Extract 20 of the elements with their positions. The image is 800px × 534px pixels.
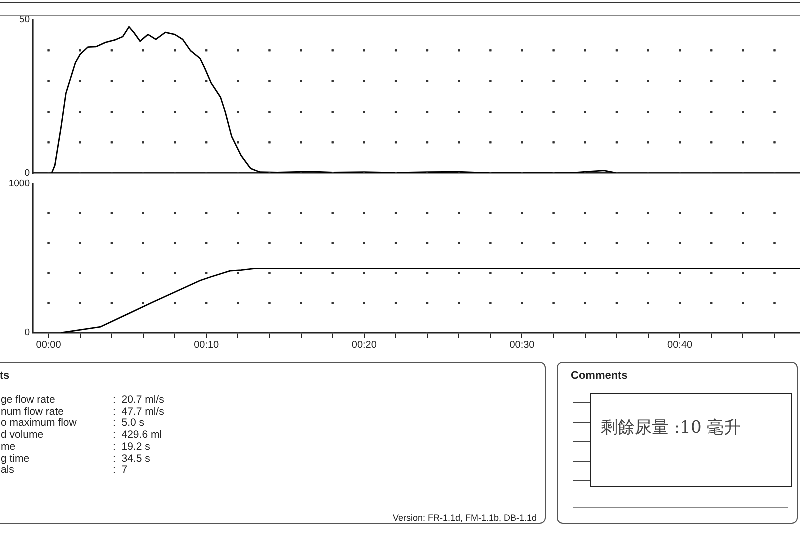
x-tick-label: 00:00 [36, 340, 62, 351]
x-tick-label: 00:30 [510, 340, 536, 351]
y-tick-label: 50 [19, 14, 30, 26]
text: d volume : 429.6 ml [1, 429, 162, 442]
text: Version: FR-1.1d, FM-1.1b, DB-1.1d [392, 513, 537, 523]
text: 剩餘尿量 :10 毫升 [601, 417, 742, 439]
y-tick-label: 0 [24, 168, 30, 179]
text: ge flow rate : 20.7 ml/s [1, 394, 164, 406]
x-tick-label: 00:40 [668, 340, 694, 351]
text: g time : 34.5 s [1, 452, 150, 464]
y-tick-label: 0 [24, 328, 30, 339]
text: me : 19.2 s [1, 440, 150, 453]
text: Comments [571, 370, 628, 382]
y-tick-label: 1000 [8, 178, 30, 190]
text: num flow rate : 47.7 ml/s [1, 406, 164, 418]
text: ts [0, 370, 10, 382]
x-tick-label: 00:10 [194, 340, 220, 351]
x-tick-label: 00:20 [352, 340, 378, 351]
text: o maximum flow : 5.0 s [1, 417, 145, 430]
text: als : 7 [1, 464, 128, 476]
